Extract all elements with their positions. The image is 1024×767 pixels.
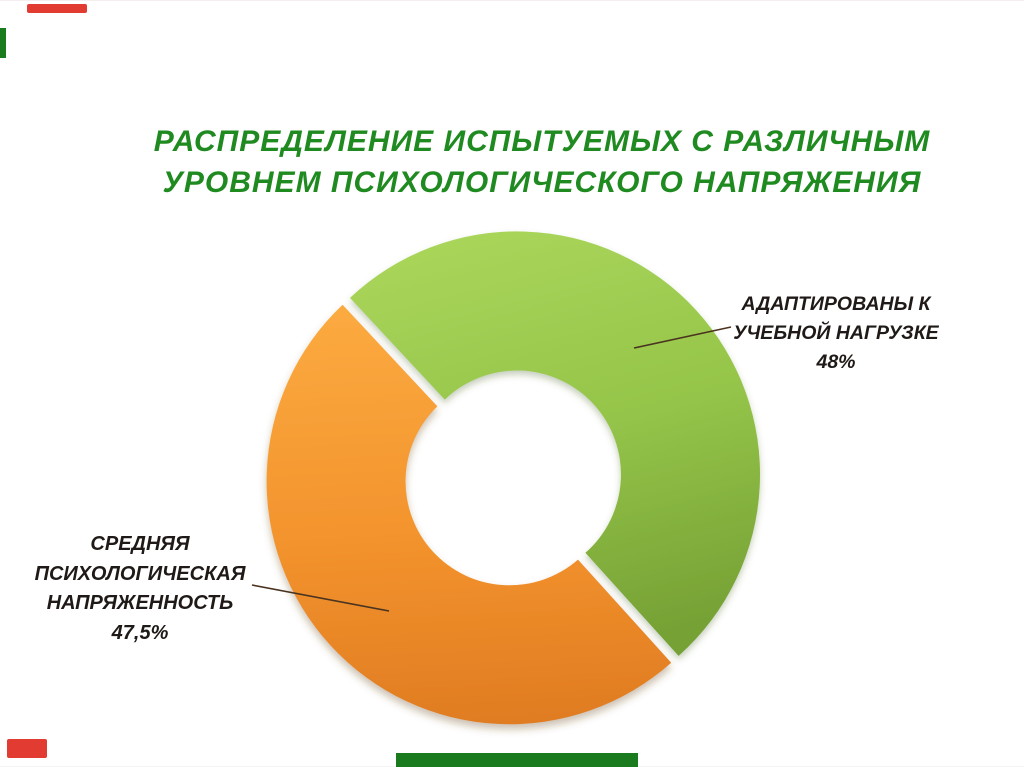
label-adapted-line1: АДАПТИРОВАНЫ К — [741, 293, 931, 315]
decor-bar-bottom-left — [7, 739, 47, 758]
decor-bar-top-left — [27, 4, 87, 13]
slide-title: РАСПРЕДЕЛЕНИЕ ИСПЫТУЕМЫХ С РАЗЛИЧНЫМ УРО… — [112, 121, 972, 203]
pie-segment-adapted — [350, 231, 761, 656]
slide-title-line2: УРОВНЕМ ПСИХОЛОГИЧЕСКОГО НАПРЯЖЕНИЯ — [162, 166, 922, 199]
label-medium-tension: СРЕДНЯЯ ПСИХОЛОГИЧЕСКАЯ НАПРЯЖЕННОСТЬ 47… — [20, 530, 260, 648]
slide-title-line1: РАСПРЕДЕЛЕНИЕ ИСПЫТУЕМЫХ С РАЗЛИЧНЫМ — [153, 125, 931, 158]
label-medium-line1: СРЕДНЯЯ — [90, 533, 190, 555]
label-adapted-value: 48% — [816, 351, 856, 373]
label-medium-line2: ПСИХОЛОГИЧЕСКАЯ — [34, 562, 246, 585]
leader-line-left — [251, 584, 390, 612]
pie-segment-medium-tension — [266, 304, 672, 725]
label-adapted-line2: УЧЕБНОЙ НАГРУЗКЕ — [733, 322, 939, 344]
label-medium-line3: НАПРЯЖЕННОСТЬ — [46, 592, 234, 614]
decor-bar-bottom-center — [396, 753, 638, 767]
decor-bar-left-edge — [0, 28, 6, 58]
leader-line-right — [633, 326, 732, 349]
label-adapted: АДАПТИРОВАНЫ К УЧЕБНОЙ НАГРУЗКЕ 48% — [716, 290, 956, 377]
label-medium-value: 47,5% — [111, 621, 169, 644]
